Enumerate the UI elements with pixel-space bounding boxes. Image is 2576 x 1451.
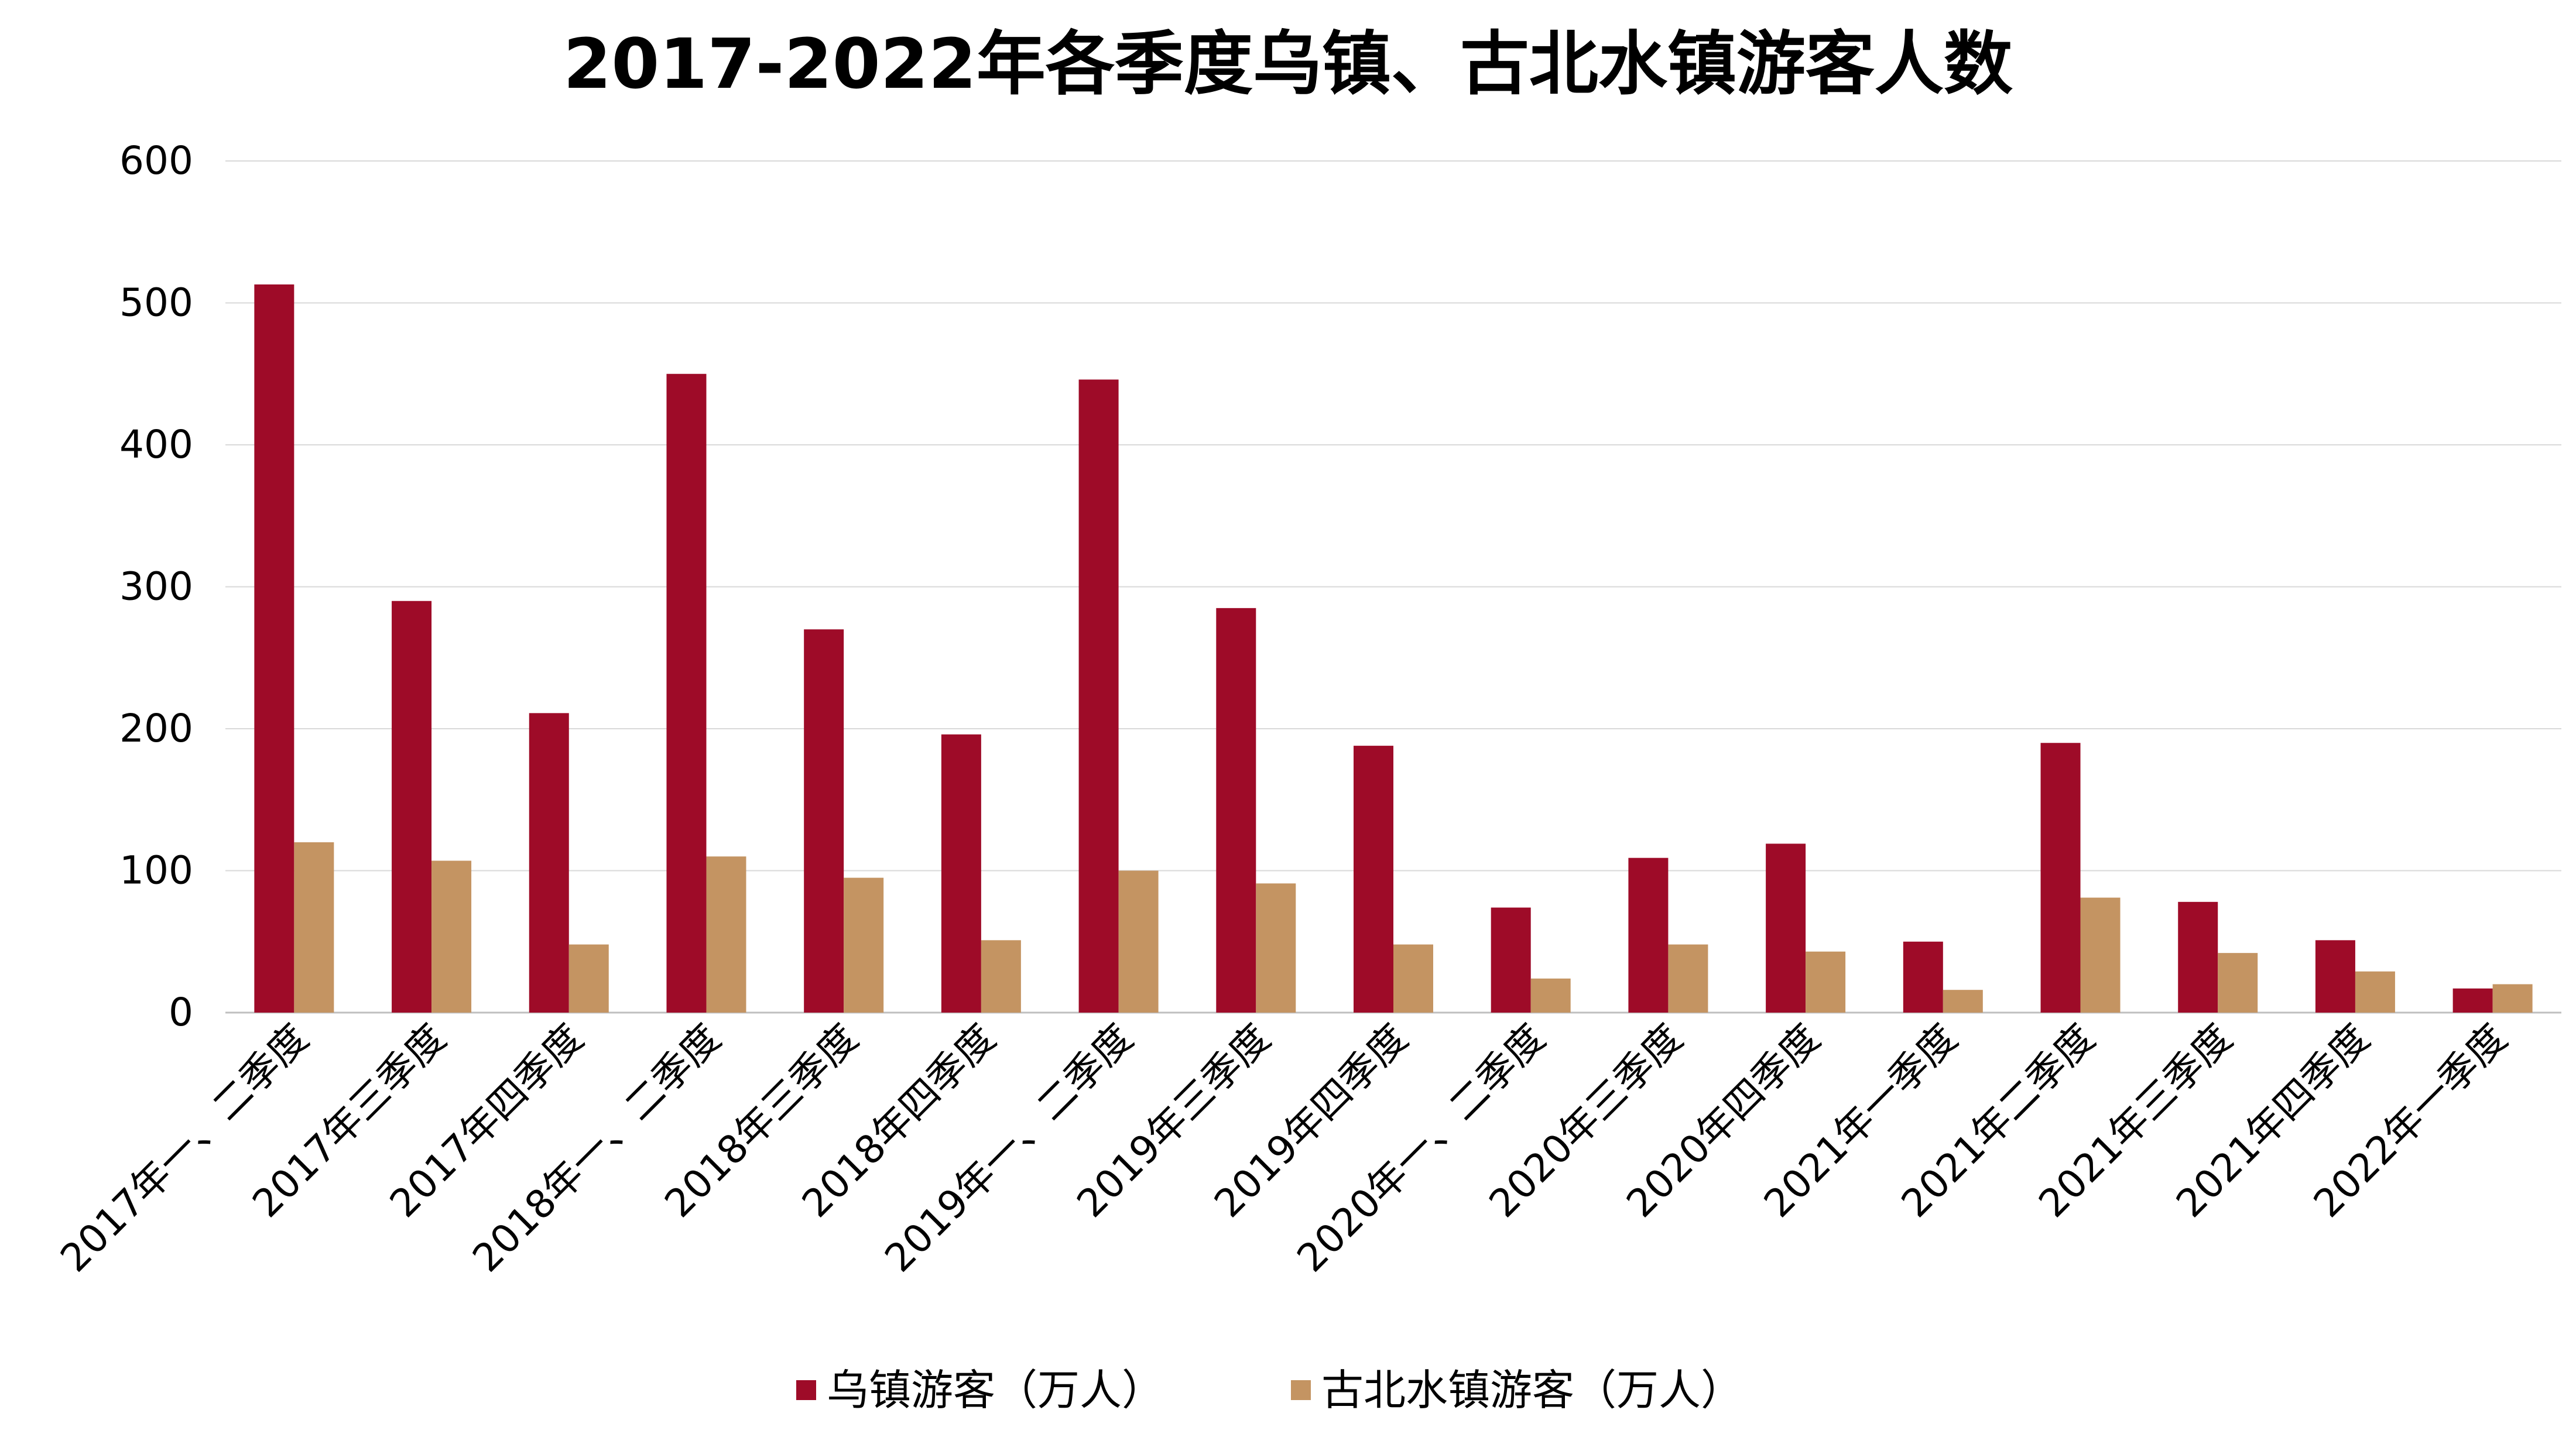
y-tick-label: 0 [169, 990, 193, 1035]
bar-wuzhen-5 [941, 734, 981, 1013]
bar-gubei-14 [2218, 953, 2258, 1013]
bar-gubei-15 [2355, 971, 2395, 1013]
legend-label: 古北水镇游客（万人） [1321, 1366, 1743, 1415]
bar-wuzhen-9 [1491, 907, 1531, 1013]
bar-gubei-5 [981, 940, 1021, 1013]
bar-wuzhen-0 [254, 284, 294, 1013]
legend-label: 乌镇游客（万人） [827, 1366, 1164, 1415]
bar-gubei-0 [294, 842, 334, 1013]
bar-wuzhen-1 [392, 601, 432, 1013]
bar-gubei-9 [1530, 978, 1571, 1013]
bar-gubei-1 [431, 860, 472, 1013]
bars [254, 284, 2533, 1013]
legend-swatch [796, 1380, 816, 1400]
gridlines [225, 160, 2561, 1014]
bar-gubei-11 [1806, 951, 1846, 1013]
y-tick-label: 400 [119, 422, 193, 467]
y-tick-label: 300 [119, 564, 193, 609]
bar-gubei-3 [706, 856, 746, 1013]
bar-wuzhen-7 [1216, 608, 1256, 1013]
bar-wuzhen-14 [2178, 901, 2218, 1013]
bar-wuzhen-11 [1766, 843, 1806, 1013]
bar-wuzhen-6 [1078, 379, 1119, 1013]
legend-swatch [1291, 1380, 1311, 1400]
y-tick-label: 100 [119, 848, 193, 893]
legend[interactable]: 乌镇游客（万人） 古北水镇游客（万人） [796, 1366, 1743, 1415]
chart-title: 2017-2022年各季度乌镇、古北水镇游客人数 [563, 23, 2013, 104]
bar-wuzhen-15 [2315, 940, 2355, 1013]
bar-gubei-13 [2080, 897, 2121, 1013]
bar-gubei-8 [1393, 944, 1433, 1013]
bar-wuzhen-3 [666, 373, 707, 1013]
bar-gubei-10 [1668, 944, 1708, 1013]
bar-wuzhen-12 [1903, 941, 1943, 1013]
legend-item-wuzhen[interactable]: 乌镇游客（万人） [796, 1366, 1164, 1415]
bar-gubei-12 [1943, 990, 1983, 1013]
y-tick-label: 500 [119, 280, 193, 325]
y-axis: 0 100 200 300 400 500 600 [119, 138, 193, 1035]
bar-wuzhen-8 [1354, 746, 1393, 1013]
y-tick-label: 200 [119, 706, 193, 751]
bar-gubei-7 [1256, 883, 1296, 1013]
bar-wuzhen-16 [2452, 988, 2493, 1013]
bar-gubei-4 [844, 877, 884, 1013]
bar-wuzhen-10 [1628, 857, 1669, 1013]
bar-wuzhen-13 [2040, 743, 2081, 1013]
bar-gubei-16 [2492, 984, 2533, 1013]
bar-wuzhen-4 [804, 629, 844, 1013]
bar-wuzhen-2 [529, 713, 569, 1013]
legend-item-gubei[interactable]: 古北水镇游客（万人） [1291, 1366, 1743, 1415]
bar-gubei-6 [1118, 870, 1159, 1013]
y-tick-label: 600 [119, 138, 193, 183]
bar-gubei-2 [568, 944, 609, 1013]
